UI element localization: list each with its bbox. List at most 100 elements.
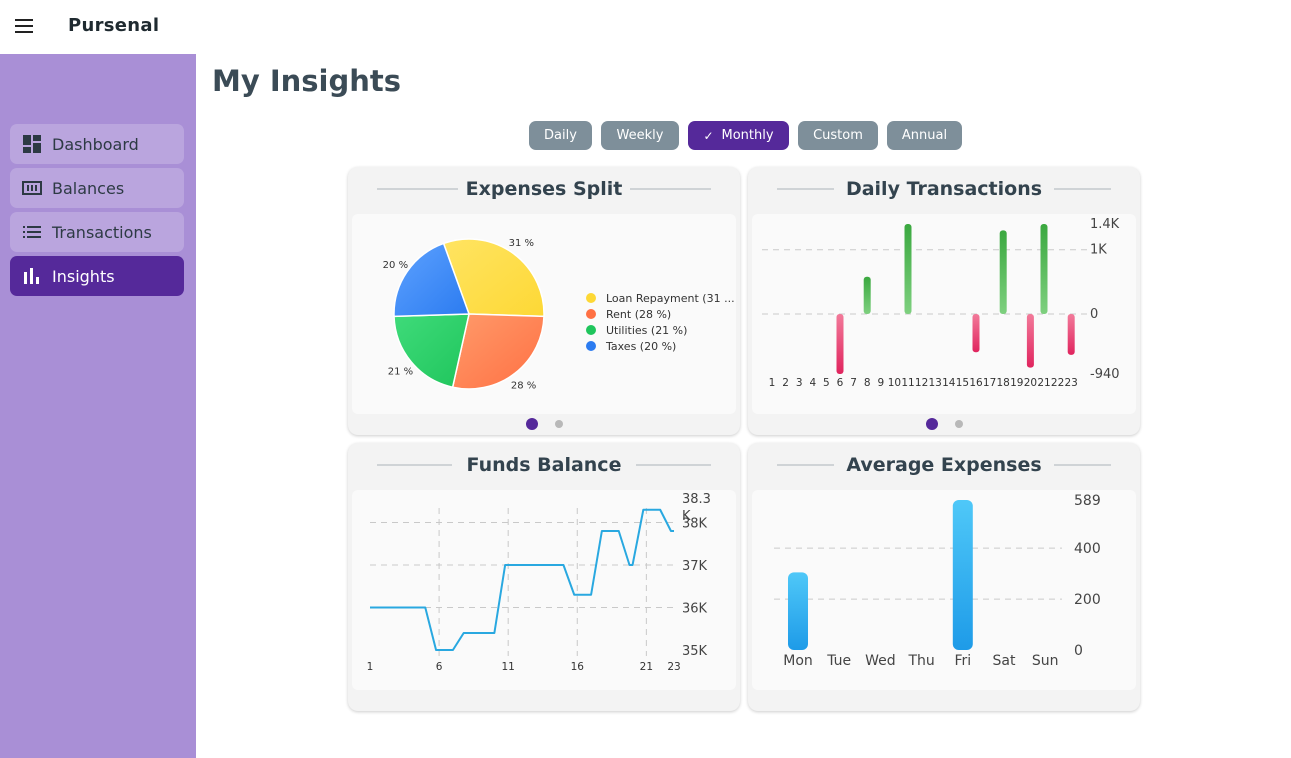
x-tick-label: 5 — [823, 377, 830, 389]
chip-label: Custom — [813, 128, 863, 143]
filter-chip-weekly[interactable]: Weekly — [601, 121, 679, 150]
average-expenses-card: Average Expenses Mon Tue Wed Thu Fri Sat Sun 58… — [748, 443, 1140, 711]
y-tick-label: -940 — [1090, 367, 1120, 382]
average-expenses-chart: Mon Tue Wed Thu Fri Sat Sun 589 400 200 0 — [774, 493, 1101, 669]
dashboard-icon — [22, 134, 42, 154]
x-tick-label: 21 — [640, 661, 653, 673]
legend-label: Loan Repayment (31 ... — [606, 292, 735, 305]
title-divider — [777, 188, 834, 190]
y-tick-label: 1K — [1090, 243, 1107, 258]
x-tick-label: Mon — [783, 653, 813, 669]
sidebar-item-insights[interactable]: Insights — [10, 256, 184, 296]
sidebar-item-dashboard[interactable]: Dashboard — [10, 124, 184, 164]
x-tick-label: 4 — [809, 377, 816, 389]
bar — [863, 276, 871, 314]
chart-area: 31 % 28 % 21 % 20 % Loan Repayment (31 ... Re… — [352, 214, 736, 414]
slice-label: 31 % — [509, 238, 534, 249]
card-title: Daily Transactions — [845, 178, 1043, 200]
title-divider — [630, 188, 711, 190]
expenses-pie-chart: 31 % 28 % 21 % 20 % Loan Repayment (31 ... Re… — [383, 238, 735, 391]
chart-area: Mon Tue Wed Thu Fri Sat Sun 589 400 200 0 — [752, 490, 1136, 690]
x-tick-label: Sat — [993, 653, 1016, 669]
bar — [1067, 314, 1075, 355]
x-tick-label: 11 — [901, 377, 914, 389]
x-tick-label: Sun — [1032, 653, 1059, 669]
y-tick-label: 200 — [1074, 592, 1101, 608]
bar — [952, 500, 973, 650]
y-tick-label: 0 — [1074, 643, 1083, 659]
page-title: My Insights — [212, 64, 402, 98]
x-tick-label: 23 — [1065, 377, 1078, 389]
title-divider — [1054, 188, 1111, 190]
x-tick-label: Tue — [826, 653, 851, 669]
x-tick-label: Thu — [907, 653, 934, 669]
page-indicator-active[interactable] — [526, 418, 538, 430]
slice-label: 21 % — [388, 367, 413, 378]
y-tick-label: 36K — [682, 602, 708, 617]
daily-transactions-chart: 1 2 3 4 5 6 7 8 9 10 11 12 13 14 15 16 17 18 19 20 21 22 231.4… — [762, 217, 1120, 389]
x-tick-label: 6 — [837, 377, 844, 389]
title-divider — [1054, 464, 1111, 466]
filter-chip-custom[interactable]: Custom — [798, 121, 878, 150]
y-tick-label: 400 — [1074, 541, 1101, 557]
page-indicator[interactable] — [555, 420, 563, 428]
bar-chart-icon — [22, 266, 42, 286]
sidebar-item-transactions[interactable]: Transactions — [10, 212, 184, 252]
page-indicator[interactable] — [955, 420, 963, 428]
sidebar-item-label: Balances — [52, 178, 125, 198]
x-tick-label: Fri — [954, 653, 971, 669]
x-tick-label: 17 — [983, 377, 996, 389]
bar — [836, 314, 844, 374]
y-tick-label: 35K — [682, 644, 708, 659]
daily-transactions-card: Daily Transactions 1 2 3 4 5 6 7 8 9 10 11 12 13 14 15… — [748, 167, 1140, 435]
slice-label: 20 % — [383, 260, 408, 271]
filter-chip-daily[interactable]: Daily — [529, 121, 592, 150]
x-tick-label: 14 — [942, 377, 956, 389]
title-divider — [636, 464, 711, 466]
card-title: Funds Balance — [466, 454, 622, 476]
x-tick-label: 18 — [997, 377, 1010, 389]
y-tick-label: 38K — [682, 517, 708, 532]
page-indicator-active[interactable] — [926, 418, 938, 430]
list-icon — [22, 222, 42, 242]
y-tick-label: 1.4K — [1090, 217, 1120, 232]
filter-chip-annual[interactable]: Annual — [887, 121, 962, 150]
x-tick-label: 12 — [915, 377, 928, 389]
chip-label: Daily — [544, 128, 577, 143]
chip-label: Weekly — [616, 128, 664, 143]
top-app-bar: Pursenal — [0, 0, 1291, 54]
legend-swatch — [586, 293, 596, 303]
hamburger-menu-icon[interactable] — [15, 19, 33, 33]
sidebar-item-balances[interactable]: Balances — [10, 168, 184, 208]
bar — [972, 314, 980, 353]
card-title: Expenses Split — [465, 178, 623, 200]
chip-label: Monthly — [721, 128, 774, 143]
bar — [1040, 224, 1048, 314]
x-tick-label: 6 — [436, 661, 443, 673]
app-title: Pursenal — [68, 15, 160, 36]
x-tick-label: 19 — [1010, 377, 1023, 389]
title-divider — [377, 188, 458, 190]
x-tick-label: 23 — [667, 661, 680, 673]
legend-label: Utilities (21 %) — [606, 324, 687, 337]
pie-slice — [393, 242, 471, 318]
bar — [788, 572, 808, 650]
pie-slice — [393, 313, 470, 389]
card-title: Average Expenses — [846, 454, 1042, 476]
chip-label: Annual — [901, 128, 948, 143]
y-tick-label: 37K — [682, 559, 708, 574]
balance-line — [370, 508, 674, 651]
check-icon: ✓ — [703, 128, 714, 143]
x-tick-label: 8 — [864, 377, 871, 389]
x-tick-label: 15 — [956, 377, 969, 389]
bar — [904, 224, 912, 314]
balances-icon — [22, 178, 42, 198]
sidebar-item-label: Dashboard — [52, 134, 139, 154]
filter-chip-monthly[interactable]: ✓ Monthly — [688, 121, 789, 150]
x-tick-label: 21 — [1037, 377, 1050, 389]
title-divider — [377, 464, 452, 466]
chart-area: 1 2 3 4 5 6 7 8 9 10 11 12 13 14 15 16 17 18 19 20 21 22 23 1.4… — [752, 214, 1136, 414]
x-tick-label: 2 — [782, 377, 789, 389]
x-tick-label: 22 — [1051, 377, 1064, 389]
